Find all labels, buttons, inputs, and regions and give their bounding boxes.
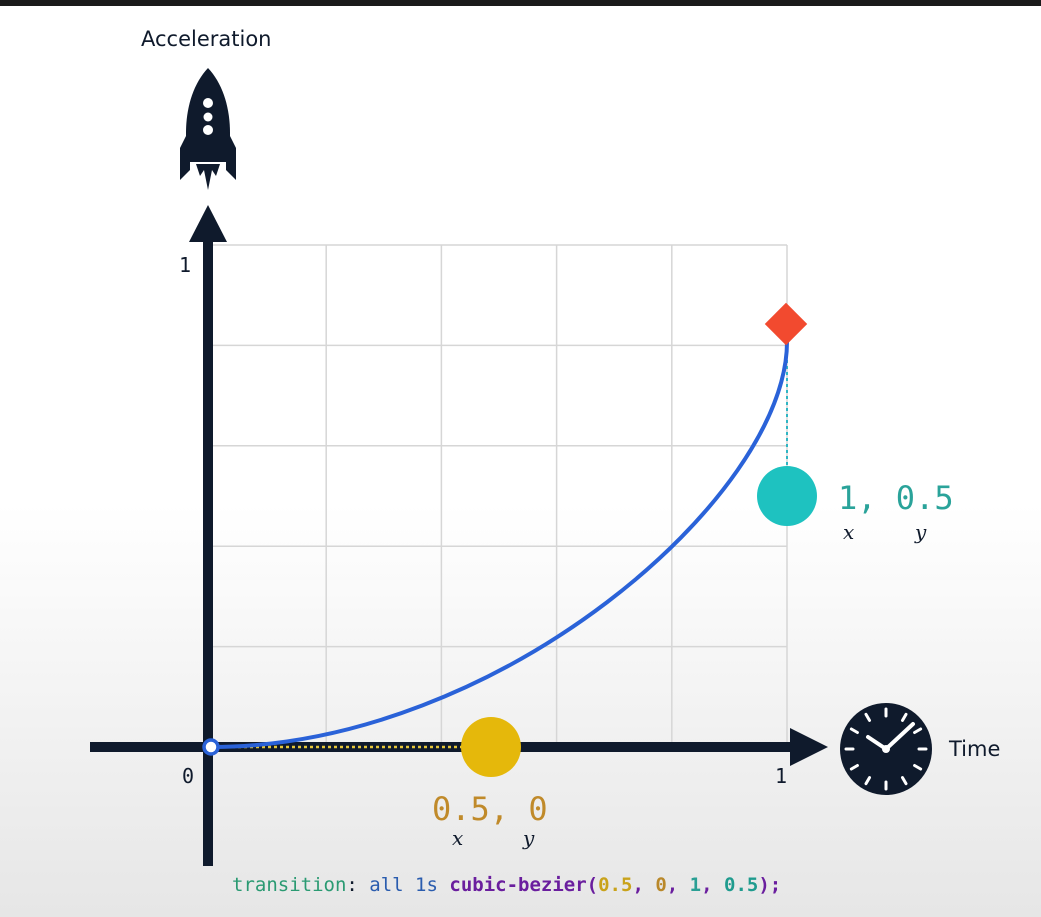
clock-tick xyxy=(864,712,871,722)
control-point-1[interactable] xyxy=(461,717,521,777)
clock-tick xyxy=(901,776,908,786)
code-close: ); xyxy=(758,874,782,896)
control-point-1-label: 0.5, 0 xyxy=(432,790,548,828)
control-point-2-label: 1, 0.5 xyxy=(838,479,954,517)
clock-tick xyxy=(864,776,871,786)
clock-tick xyxy=(913,727,923,734)
code-function: cubic-bezier( xyxy=(449,874,599,896)
code-arg-2: 0 xyxy=(655,874,667,896)
control-point-1-x-sub: x xyxy=(452,826,463,850)
code-comma-1: , xyxy=(632,874,656,896)
code-comma-2: , xyxy=(666,874,690,896)
x-axis-title: Time xyxy=(948,737,1000,761)
origin-label: 0 xyxy=(182,764,194,788)
code-arg-3: 1 xyxy=(689,874,702,896)
control-point-2-x-sub: x xyxy=(843,520,854,544)
y-axis-title: Acceleration xyxy=(141,27,272,51)
control-point-1-y-sub: y xyxy=(522,826,535,850)
clock-icon xyxy=(840,703,932,795)
top-edge-bar xyxy=(0,0,1041,6)
code-arg-1: 0.5 xyxy=(598,874,633,896)
x-max-label: 1 xyxy=(775,764,787,788)
code-colon: : xyxy=(346,874,358,896)
rocket-icon xyxy=(180,68,236,190)
clock-tick xyxy=(849,727,859,734)
curve-end-marker[interactable] xyxy=(764,302,808,346)
curve-start-point[interactable] xyxy=(202,738,220,756)
control-point-2[interactable] xyxy=(757,466,817,526)
bezier-curve xyxy=(210,341,789,749)
y-max-label: 1 xyxy=(179,253,191,277)
code-comma-3: , xyxy=(701,874,725,896)
code-values: all 1s xyxy=(369,874,438,896)
clock-tick xyxy=(849,764,859,771)
y-axis-arrow xyxy=(189,205,227,242)
control-point-2-y-sub: y xyxy=(914,520,927,544)
x-axis-arrow xyxy=(790,728,828,766)
clock-tick xyxy=(901,712,908,722)
css-code-line: transition: all 1s cubic-bezier(0.5, 0, … xyxy=(232,873,781,897)
code-arg-4: 0.5 xyxy=(724,874,759,896)
clock-tick xyxy=(913,764,923,771)
code-property: transition xyxy=(232,874,347,896)
